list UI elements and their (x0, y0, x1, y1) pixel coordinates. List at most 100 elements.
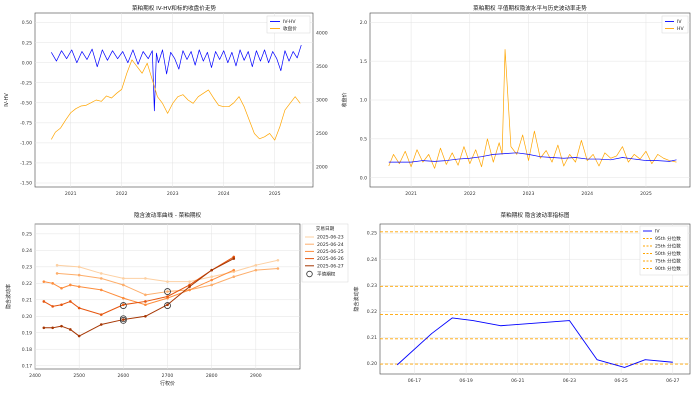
p3-x-axis-label: 行权价 (160, 380, 175, 387)
p1-y-tick-label: 0.50 (22, 20, 32, 26)
p4-x-tick-label: 06-19 (459, 378, 472, 384)
p3-legend-label: 2025-06-26 (317, 256, 344, 262)
p4-legend-label: 75th 分位数 (655, 258, 681, 265)
p4-y-tick-label: 0.20 (367, 361, 377, 367)
p3-data-point (42, 326, 46, 330)
p3-data-point (144, 314, 147, 318)
p3-data-point (166, 280, 169, 283)
p1-y-tick-label: 3000 (316, 98, 328, 104)
p1-y-tick-label: -0.75 (20, 120, 32, 126)
p3-y-tick-label: 0.22 (22, 281, 32, 287)
p4-x-tick-label: 06-21 (511, 378, 524, 384)
p1-plot-frame (34, 12, 314, 188)
p3-legend-label: 2025-06-23 (317, 235, 344, 241)
p4-y-tick-label: 0.23 (367, 283, 377, 289)
p1-title: 菜粕期权 IV-HV和标的收盘价走势 (132, 4, 217, 12)
p1-y-axis-label-left: IV-HV (4, 93, 10, 107)
p3-data-point (55, 263, 59, 267)
p4-x-tick-label: 06-23 (563, 378, 576, 384)
p4-x-tick-label: 06-17 (408, 378, 421, 384)
p2-y-tick-label: 0.5 (360, 136, 367, 142)
p4-y-tick-label: 0.22 (367, 309, 377, 315)
p3-series-line (43, 258, 234, 337)
p1-y-tick-label: 2500 (316, 131, 328, 137)
p3-atm-marker (119, 316, 127, 324)
p4-legend-label: 25th 分位数 (655, 243, 681, 250)
p1-y-tick-label: -1.25 (20, 161, 32, 167)
p3-data-point (55, 272, 59, 275)
p4-y-tick-label: 0.24 (367, 257, 377, 263)
p2-x-tick-label: 2023 (523, 191, 535, 197)
p2-y-tick-label: 2.0 (360, 20, 367, 26)
p3-data-point (77, 273, 81, 277)
p3-atm-marker (119, 315, 127, 323)
p3-data-point (99, 313, 103, 316)
p3-data-point (122, 296, 125, 300)
p4-y-tick-label: 0.25 (367, 231, 377, 237)
p3-x-tick-label: 2800 (206, 373, 218, 379)
p4-series-line (396, 317, 673, 368)
p3-data-point (99, 288, 103, 292)
p3-data-point (276, 267, 280, 270)
p3-data-point (166, 290, 169, 293)
p1-legend-label: 收盘价 (283, 25, 297, 32)
p3-data-point (210, 268, 213, 272)
p4-x-tick-label: 06-25 (614, 378, 627, 384)
p3-data-point (60, 324, 63, 328)
p3-data-point (210, 283, 213, 287)
p3-y-tick-label: 0.20 (22, 314, 32, 320)
p4-y-tick-label: 0.21 (367, 335, 377, 341)
p4-x-tick-label: 06-27 (666, 378, 679, 384)
p3-x-tick-label: 2700 (162, 373, 174, 379)
p3-data-point (69, 300, 72, 303)
p3-atm-marker (164, 288, 171, 295)
p3-data-point (69, 328, 72, 331)
p1-y-tick-label: 3500 (316, 64, 328, 70)
p3-data-point (232, 257, 236, 260)
p1-x-tick-label: 2025 (269, 191, 281, 197)
p2-legend-label: HV (677, 26, 684, 32)
p3-data-point (166, 303, 169, 307)
p3-y-tick-label: 0.21 (22, 297, 32, 303)
p2-y-tick-label: 0.0 (360, 175, 367, 181)
p3-data-point (188, 285, 191, 288)
p3-data-point (254, 263, 258, 267)
p4-legend-label: IV (655, 229, 660, 235)
p3-data-point (69, 283, 72, 287)
p3-data-point (276, 258, 280, 262)
p1-x-tick-label: 2021 (65, 191, 77, 197)
p2-series-line (388, 152, 677, 163)
p3-legend (301, 223, 349, 283)
p3-data-point (254, 268, 258, 272)
p2-y-tick-label: 1.5 (360, 59, 367, 65)
p4-title: 菜粕期权 隐含波动率指标图 (501, 211, 570, 219)
p3-data-point (232, 268, 236, 272)
p1-x-tick-label: 2022 (116, 191, 128, 197)
p3-data-point (60, 286, 63, 290)
p2-legend-label: IV (677, 19, 682, 25)
p3-data-point (77, 265, 81, 269)
p1-x-tick-label: 2024 (218, 191, 230, 197)
p1-y-tick-label: 0.00 (22, 60, 32, 66)
p1-series-line (51, 59, 301, 141)
p3-data-point (51, 282, 54, 285)
p4-legend-label: 95th 分位数 (655, 235, 681, 242)
p3-data-point (60, 303, 63, 307)
p3-data-point (99, 272, 103, 275)
p3-y-tick-label: 0.18 (22, 347, 32, 353)
p2-x-tick-label: 2024 (581, 191, 593, 197)
p3-data-point (42, 280, 46, 283)
p3-y-tick-label: 0.19 (22, 330, 32, 336)
p1-y-tick-label: 4000 (316, 31, 328, 37)
p3-data-point (232, 275, 236, 279)
p3-y-axis-label: 隐含波动率 (5, 284, 12, 309)
p3-series-line (43, 269, 234, 306)
p3-data-point (122, 318, 125, 321)
p4-legend (639, 225, 689, 276)
p3-y-tick-label: 0.17 (22, 363, 32, 369)
p1-y-tick-label: -1.00 (20, 140, 32, 146)
p1-y-tick-label: -1.50 (20, 181, 32, 187)
p3-legend-label: 2025-06-27 (317, 263, 344, 269)
